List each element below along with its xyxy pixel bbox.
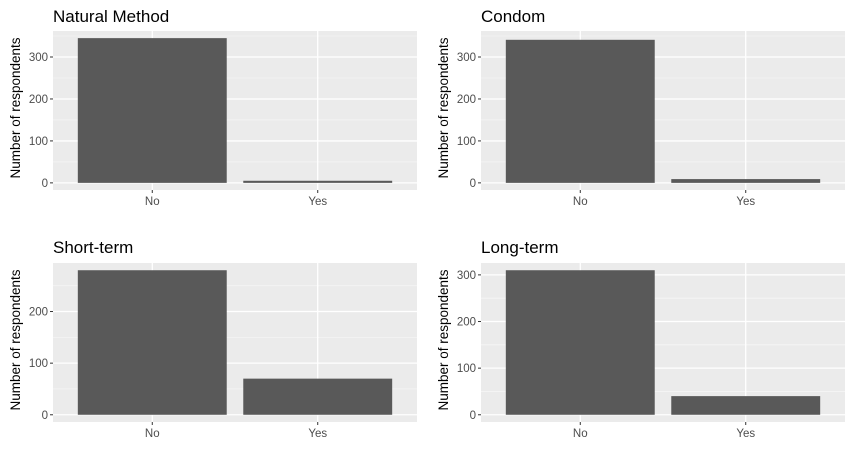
chart-title: Long-term: [481, 238, 558, 257]
y-tick-label: 0: [42, 410, 48, 422]
x-tick-label: Yes: [736, 428, 755, 440]
bar-yes: [243, 180, 393, 183]
y-tick-label: 300: [457, 52, 476, 64]
bar-no: [77, 270, 227, 415]
bar-yes: [671, 179, 821, 183]
x-tick-label: No: [145, 428, 160, 440]
y-axis-label: Number of respondents: [436, 37, 451, 178]
y-tick-label: 0: [42, 178, 48, 190]
y-tick-label: 100: [457, 363, 476, 375]
y-tick-label: 0: [470, 178, 476, 190]
chart-panel-natural-method: Natural Method Number of respondents 0 10…: [8, 7, 417, 208]
x-tick-label: Yes: [308, 428, 327, 440]
chart-panel-condom: Condom Number of respondents 0 100 200 300 N…: [436, 7, 845, 208]
x-tick-label: No: [573, 196, 588, 208]
y-tick-label: 0: [470, 410, 476, 422]
y-tick-label: 300: [29, 52, 48, 64]
y-axis-label: Number of respondents: [436, 269, 451, 410]
y-tick-label: 100: [457, 136, 476, 148]
bar-no: [77, 38, 227, 183]
y-tick-label: 100: [29, 136, 48, 148]
y-tick-label: 200: [29, 94, 48, 106]
bar-no: [505, 39, 655, 183]
bar-yes: [671, 396, 821, 415]
y-tick-label: 200: [457, 94, 476, 106]
x-tick-label: No: [145, 196, 160, 208]
chart-title: Short-term: [53, 238, 133, 257]
x-tick-label: No: [573, 428, 588, 440]
y-axis-label: Number of respondents: [8, 37, 23, 178]
y-tick-label: 300: [457, 270, 476, 282]
bar-yes: [243, 378, 393, 415]
x-tick-label: Yes: [308, 196, 327, 208]
y-tick-label: 200: [457, 317, 476, 329]
y-tick-label: 100: [29, 358, 48, 370]
chart-panel-long-term: Long-term Number of respondents 0 100 200 3…: [436, 238, 845, 440]
y-axis-label: Number of respondents: [8, 269, 23, 410]
y-tick-label: 200: [29, 307, 48, 319]
chart-panel-short-term: Short-term Number of respondents 0 100 200…: [8, 238, 417, 440]
x-tick-label: Yes: [736, 196, 755, 208]
bar-no: [505, 270, 655, 415]
chart-title: Natural Method: [53, 7, 169, 26]
chart-title: Condom: [481, 7, 545, 26]
